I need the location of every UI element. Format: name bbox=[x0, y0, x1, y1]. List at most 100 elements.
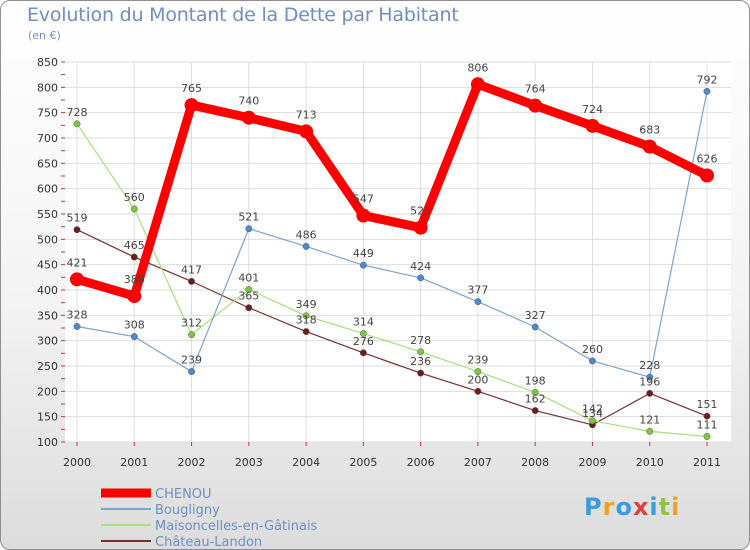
data-label: 740 bbox=[238, 95, 259, 108]
data-point bbox=[188, 277, 195, 285]
legend-label: Château-Landon bbox=[155, 535, 262, 550]
x-tick-label: 2000 bbox=[63, 456, 91, 469]
logo-letter: t bbox=[658, 493, 672, 521]
data-point bbox=[359, 330, 367, 338]
data-point bbox=[528, 98, 543, 113]
y-tick-label: 650 bbox=[37, 157, 58, 170]
data-label: 421 bbox=[67, 256, 88, 269]
data-label: 121 bbox=[639, 413, 660, 426]
data-point bbox=[241, 110, 256, 125]
logo-letter: r bbox=[602, 493, 616, 521]
data-label: 228 bbox=[639, 359, 660, 372]
data-label: 713 bbox=[296, 108, 317, 121]
data-point bbox=[359, 261, 367, 269]
data-label: 312 bbox=[181, 317, 202, 330]
data-point bbox=[130, 333, 138, 341]
data-point bbox=[130, 205, 138, 213]
y-axis-ticks: 100 150 200 250 300 350 400 450 500 550 600 650 700 7… bbox=[37, 56, 58, 449]
data-point bbox=[417, 369, 425, 377]
y-tick-label: 150 bbox=[37, 411, 58, 424]
series-line bbox=[75, 79, 710, 301]
grid-lines bbox=[65, 61, 731, 443]
data-label: 401 bbox=[238, 271, 259, 284]
legend-label: Bougligny bbox=[155, 503, 220, 518]
data-label: 198 bbox=[525, 374, 546, 387]
data-point bbox=[127, 289, 142, 304]
data-label: 236 bbox=[410, 355, 431, 368]
y-tick-label: 700 bbox=[37, 132, 58, 145]
x-tick-label: 2001 bbox=[120, 456, 148, 469]
data-label: 377 bbox=[467, 284, 488, 297]
data-point bbox=[703, 432, 711, 440]
legend-label: Maisoncelles-en-Gâtinais bbox=[155, 519, 318, 534]
data-point bbox=[302, 328, 310, 335]
data-label: 162 bbox=[525, 393, 546, 406]
y-tick-label: 800 bbox=[37, 81, 58, 94]
legend: CHENOUBouglignyMaisoncelles-en-GâtinaisC… bbox=[101, 487, 318, 550]
data-point bbox=[188, 331, 195, 339]
x-tick-label: 2011 bbox=[693, 456, 721, 469]
data-label: 424 bbox=[410, 260, 431, 273]
data-label: 278 bbox=[410, 334, 431, 347]
series-line bbox=[76, 123, 708, 438]
data-point bbox=[302, 312, 310, 320]
chart-title: Evolution du Montant de la Dette par Hab… bbox=[27, 4, 459, 26]
data-point bbox=[245, 225, 253, 233]
data-point bbox=[184, 98, 199, 113]
data-label: 547 bbox=[353, 193, 374, 206]
y-tick-label: 850 bbox=[37, 56, 58, 69]
x-tick-label: 2007 bbox=[464, 456, 492, 469]
data-label: 308 bbox=[124, 319, 145, 332]
series-lines bbox=[75, 79, 710, 438]
data-label: 388 bbox=[124, 273, 145, 286]
minor-ticks bbox=[61, 61, 708, 446]
data-point bbox=[73, 226, 81, 234]
data-point bbox=[470, 77, 485, 92]
data-point bbox=[356, 208, 371, 223]
data-label: 417 bbox=[181, 263, 202, 276]
data-point bbox=[73, 323, 81, 330]
x-tick-label: 2009 bbox=[578, 456, 606, 469]
data-point bbox=[589, 417, 596, 425]
y-tick-label: 600 bbox=[37, 183, 58, 196]
series-line bbox=[76, 91, 708, 378]
data-label: 626 bbox=[697, 152, 718, 165]
y-tick-label: 550 bbox=[37, 208, 58, 221]
data-point bbox=[130, 253, 138, 261]
series-markers bbox=[70, 77, 714, 440]
data-point bbox=[646, 427, 654, 435]
data-point bbox=[413, 220, 428, 235]
data-label: 318 bbox=[296, 314, 317, 327]
x-tick-label: 2002 bbox=[178, 456, 206, 469]
logo-letter: o bbox=[615, 493, 633, 521]
data-labels: 421 388 765 740 713 547 523 806 764 724 683 626 328 3… bbox=[67, 61, 718, 431]
data-label: 239 bbox=[467, 354, 488, 367]
data-point bbox=[703, 412, 711, 420]
logo-letter: x bbox=[632, 493, 650, 521]
data-point bbox=[474, 387, 482, 395]
data-label: 523 bbox=[410, 205, 431, 218]
data-point bbox=[359, 349, 367, 357]
data-point bbox=[188, 368, 195, 376]
data-label: 683 bbox=[639, 124, 660, 137]
x-tick-label: 2006 bbox=[407, 456, 435, 469]
data-label: 314 bbox=[353, 316, 374, 329]
data-point bbox=[474, 298, 482, 306]
data-label: 196 bbox=[639, 375, 660, 388]
logo-letter: i bbox=[649, 493, 659, 521]
data-label: 142 bbox=[582, 403, 603, 416]
data-point bbox=[703, 87, 711, 95]
x-tick-label: 2010 bbox=[636, 456, 664, 469]
data-label: 728 bbox=[67, 106, 88, 119]
data-label: 349 bbox=[296, 298, 317, 311]
data-label: 111 bbox=[697, 418, 718, 431]
data-point bbox=[417, 274, 425, 282]
data-label: 328 bbox=[67, 308, 88, 321]
x-tick-label: 2008 bbox=[521, 456, 549, 469]
series-line bbox=[76, 229, 708, 426]
data-point bbox=[646, 389, 654, 397]
data-point bbox=[531, 407, 539, 415]
data-label: 465 bbox=[124, 239, 145, 252]
data-point bbox=[299, 124, 314, 139]
